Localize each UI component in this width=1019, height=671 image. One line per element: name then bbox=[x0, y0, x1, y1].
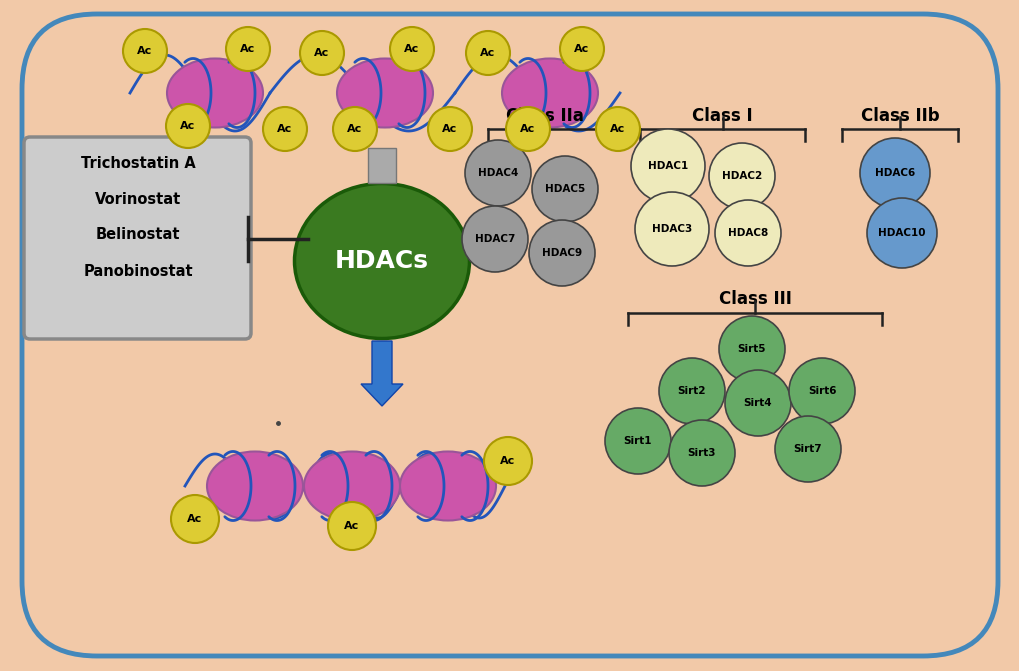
Ellipse shape bbox=[304, 452, 399, 521]
Circle shape bbox=[595, 107, 639, 151]
Text: Vorinostat: Vorinostat bbox=[95, 191, 181, 207]
Text: Ac: Ac bbox=[277, 124, 292, 134]
Text: HDAC4: HDAC4 bbox=[477, 168, 518, 178]
Text: Ac: Ac bbox=[442, 124, 458, 134]
Circle shape bbox=[532, 156, 597, 222]
Circle shape bbox=[466, 31, 510, 75]
Text: HDACs: HDACs bbox=[334, 249, 429, 273]
Ellipse shape bbox=[167, 58, 263, 127]
Ellipse shape bbox=[207, 452, 303, 521]
Text: Sirt4: Sirt4 bbox=[743, 398, 771, 408]
Text: Ac: Ac bbox=[344, 521, 360, 531]
Text: Ac: Ac bbox=[574, 44, 589, 54]
Circle shape bbox=[658, 358, 725, 424]
Circle shape bbox=[484, 437, 532, 485]
Text: Ac: Ac bbox=[180, 121, 196, 131]
Circle shape bbox=[226, 27, 270, 71]
Text: Ac: Ac bbox=[240, 44, 256, 54]
Text: Ac: Ac bbox=[138, 46, 153, 56]
Text: Class IIb: Class IIb bbox=[860, 107, 938, 125]
Circle shape bbox=[866, 198, 936, 268]
FancyArrow shape bbox=[361, 341, 403, 406]
Circle shape bbox=[789, 358, 854, 424]
FancyBboxPatch shape bbox=[24, 137, 251, 339]
Text: Ac: Ac bbox=[314, 48, 329, 58]
Text: Ac: Ac bbox=[520, 124, 535, 134]
Circle shape bbox=[631, 129, 704, 203]
Text: HDAC5: HDAC5 bbox=[544, 184, 585, 194]
Text: Belinostat: Belinostat bbox=[96, 227, 180, 242]
Circle shape bbox=[263, 107, 307, 151]
Circle shape bbox=[635, 192, 708, 266]
Text: Trichostatin A: Trichostatin A bbox=[81, 156, 196, 170]
Circle shape bbox=[428, 107, 472, 151]
Circle shape bbox=[774, 416, 841, 482]
Text: HDAC10: HDAC10 bbox=[877, 228, 925, 238]
Circle shape bbox=[708, 143, 774, 209]
Text: Sirt7: Sirt7 bbox=[793, 444, 821, 454]
Circle shape bbox=[389, 27, 433, 71]
Text: HDAC1: HDAC1 bbox=[647, 161, 688, 171]
Ellipse shape bbox=[501, 58, 597, 127]
Circle shape bbox=[859, 138, 929, 208]
Circle shape bbox=[166, 104, 210, 148]
Circle shape bbox=[462, 206, 528, 272]
Text: HDAC2: HDAC2 bbox=[721, 171, 761, 181]
Text: Sirt1: Sirt1 bbox=[624, 436, 651, 446]
Text: HDAC6: HDAC6 bbox=[874, 168, 914, 178]
Circle shape bbox=[328, 502, 376, 550]
Text: Sirt5: Sirt5 bbox=[737, 344, 765, 354]
Text: Ac: Ac bbox=[404, 44, 419, 54]
Circle shape bbox=[529, 220, 594, 286]
Circle shape bbox=[332, 107, 377, 151]
Circle shape bbox=[718, 316, 785, 382]
Text: Ac: Ac bbox=[609, 124, 625, 134]
Text: HDAC3: HDAC3 bbox=[651, 224, 692, 234]
FancyBboxPatch shape bbox=[22, 14, 997, 656]
Text: Sirt2: Sirt2 bbox=[677, 386, 705, 396]
Circle shape bbox=[714, 200, 781, 266]
Text: Sirt3: Sirt3 bbox=[687, 448, 715, 458]
Circle shape bbox=[725, 370, 790, 436]
Text: HDAC7: HDAC7 bbox=[475, 234, 515, 244]
Text: Class I: Class I bbox=[691, 107, 752, 125]
Ellipse shape bbox=[294, 183, 469, 338]
Ellipse shape bbox=[336, 58, 433, 127]
Circle shape bbox=[505, 107, 549, 151]
Text: Ac: Ac bbox=[500, 456, 516, 466]
Circle shape bbox=[668, 420, 735, 486]
Circle shape bbox=[123, 29, 167, 73]
Circle shape bbox=[300, 31, 343, 75]
Text: Ac: Ac bbox=[347, 124, 363, 134]
Text: Class III: Class III bbox=[717, 290, 791, 308]
FancyBboxPatch shape bbox=[368, 148, 395, 183]
Circle shape bbox=[604, 408, 671, 474]
Text: Panobinostat: Panobinostat bbox=[84, 264, 193, 278]
Ellipse shape bbox=[399, 452, 495, 521]
Text: Ac: Ac bbox=[187, 514, 203, 524]
Text: Ac: Ac bbox=[480, 48, 495, 58]
Text: HDAC8: HDAC8 bbox=[728, 228, 767, 238]
Text: Class IIa: Class IIa bbox=[505, 107, 583, 125]
Circle shape bbox=[465, 140, 531, 206]
Circle shape bbox=[559, 27, 603, 71]
Circle shape bbox=[171, 495, 219, 543]
Text: HDAC9: HDAC9 bbox=[541, 248, 582, 258]
Text: Sirt6: Sirt6 bbox=[807, 386, 836, 396]
